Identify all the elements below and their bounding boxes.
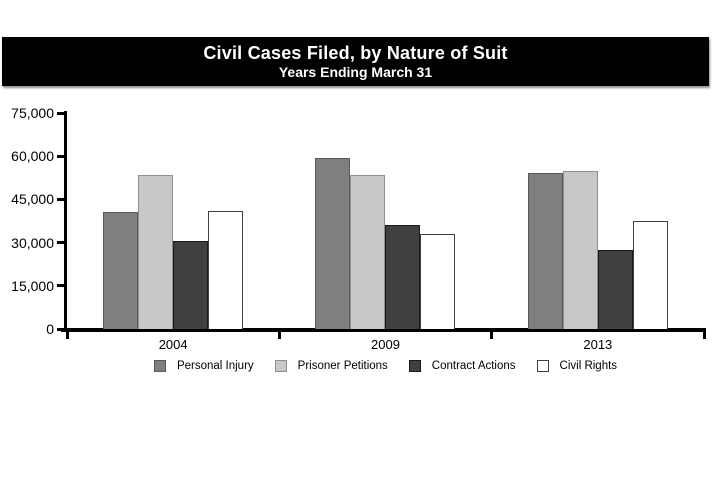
- x-axis-tick: [490, 332, 494, 339]
- y-axis-tick: [57, 327, 67, 331]
- x-axis-line: [61, 328, 706, 332]
- bar-contract-actions-2009: [385, 225, 421, 329]
- bar-group-2013: [492, 113, 704, 329]
- x-axis-label-2013: 2013: [583, 337, 613, 352]
- x-axis-label-2009: 2009: [371, 337, 400, 352]
- bar-contract-actions-2013: [597, 250, 633, 329]
- legend-label-prisoner-petitions: Prisoner Petitions: [297, 360, 388, 372]
- bar-contract-actions-2004: [173, 241, 209, 329]
- legend-item-civil-rights: Civil Rights: [536, 360, 618, 372]
- y-axis-label: 60,000: [11, 148, 54, 165]
- x-axis-tick: [65, 332, 69, 339]
- legend-swatch-personal-injury: [153, 360, 166, 372]
- y-axis-line: [64, 111, 67, 332]
- legend-swatch-contract-actions: [408, 360, 421, 372]
- y-axis-label: 45,000: [11, 191, 54, 208]
- plot-area: [67, 113, 704, 329]
- y-axis-label: 15,000: [11, 277, 54, 294]
- legend-label-civil-rights: Civil Rights: [559, 360, 618, 372]
- bar-civil-rights-2009: [420, 234, 456, 329]
- legend-label-personal-injury: Personal Injury: [176, 360, 254, 372]
- legend-item-prisoner-petitions: Prisoner Petitions: [274, 360, 388, 372]
- legend: Personal Injury Prisoner Petitions Contrac…: [67, 360, 704, 372]
- legend-item-contract-actions: Contract Actions: [408, 360, 516, 372]
- x-axis-label-2004: 2004: [158, 337, 188, 352]
- chart-subtitle: Years Ending March 31: [278, 64, 433, 80]
- bar-prisoner-petitions-2009: [350, 175, 386, 329]
- bar-personal-injury-2009: [315, 158, 351, 329]
- bar-civil-rights-2013: [632, 221, 668, 329]
- legend-swatch-prisoner-petitions: [274, 360, 287, 372]
- legend-swatch-civil-rights: [536, 360, 549, 372]
- bar-personal-injury-2004: [103, 212, 139, 329]
- y-axis-label: 0: [46, 321, 54, 337]
- bar-group-2009: [279, 113, 491, 329]
- chart-title-banner: Civil Cases Filed, by Nature of Suit Yea…: [2, 37, 709, 86]
- y-axis-tick: [57, 111, 67, 115]
- chart-title: Civil Cases Filed, by Nature of Suit: [203, 43, 508, 63]
- y-axis-tick: [57, 197, 67, 201]
- x-axis-tick: [702, 332, 706, 339]
- legend-item-personal-injury: Personal Injury: [153, 360, 254, 372]
- y-axis-label: 75,000: [11, 105, 54, 121]
- bar-civil-rights-2004: [208, 211, 244, 329]
- bar-prisoner-petitions-2004: [138, 175, 174, 329]
- y-axis-tick: [57, 284, 67, 288]
- bar-prisoner-petitions-2013: [562, 171, 598, 329]
- y-axis-tick: [57, 154, 67, 158]
- legend-label-contract-actions: Contract Actions: [431, 360, 516, 372]
- y-axis-label: 30,000: [11, 234, 54, 251]
- bar-group-2004: [67, 113, 279, 329]
- bar-personal-injury-2013: [527, 173, 563, 329]
- y-axis-tick: [57, 241, 67, 245]
- x-axis-tick: [277, 332, 281, 339]
